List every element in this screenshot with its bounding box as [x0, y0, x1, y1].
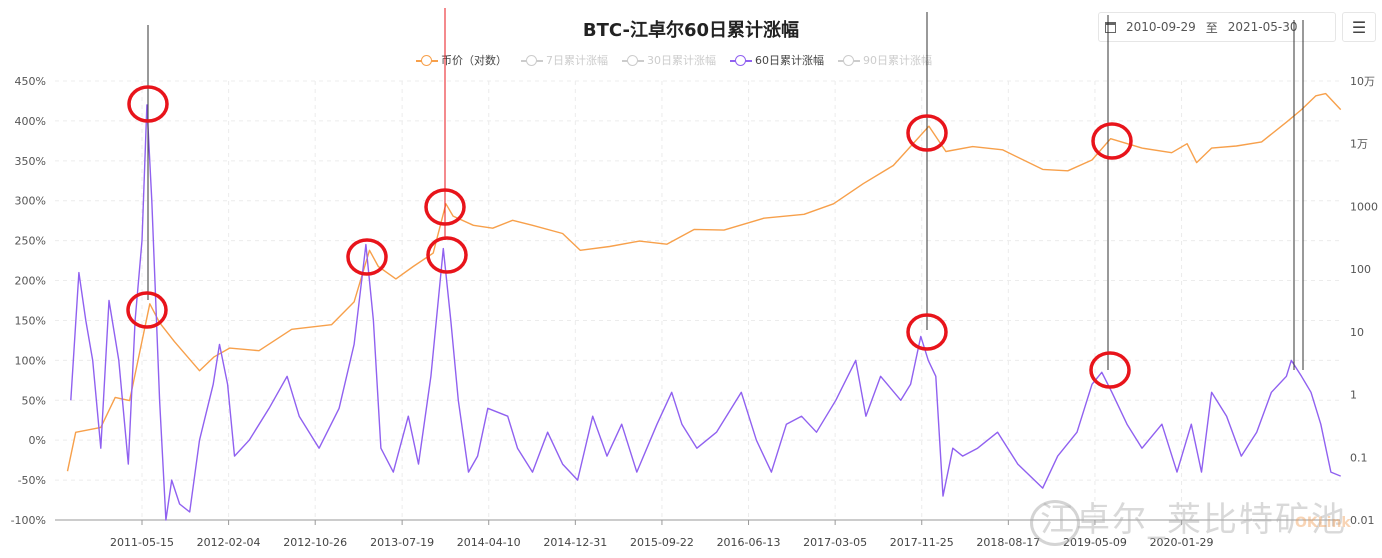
weibo-icon: [1030, 500, 1080, 546]
x-tick-label: 2012-10-26: [283, 536, 347, 549]
legend-marker-icon: [622, 54, 644, 66]
x-tick-label: 2019-05-09: [1063, 536, 1127, 549]
y-right-tick-label: 10: [1350, 326, 1364, 339]
chart-title: BTC-江卓尔60日累计涨幅: [582, 20, 800, 41]
y-right-tick-label: 0.01: [1350, 514, 1375, 527]
legend-item-60d[interactable]: 60日累计涨幅: [730, 52, 824, 68]
y-left-tick-label: -50%: [18, 474, 46, 487]
y-right-tick-label: 10万: [1350, 75, 1375, 88]
x-tick-label: 2017-11-25: [890, 536, 954, 549]
x-tick-label: 2014-04-10: [457, 536, 521, 549]
annotation-circle: [906, 313, 948, 351]
x-tick-label: 2013-07-19: [370, 536, 434, 549]
y-left-tick-label: 150%: [15, 314, 46, 327]
legend-marker-icon: [416, 54, 438, 66]
y-left-tick-label: 100%: [15, 354, 46, 367]
legend-label: 30日累计涨幅: [647, 54, 716, 67]
legend-item-price[interactable]: 币价（对数）: [416, 52, 507, 68]
legend-label: 币价（对数）: [441, 54, 507, 67]
y-left-tick-label: -100%: [11, 514, 46, 527]
y-right-tick-label: 0.1: [1350, 451, 1368, 464]
y-right-tick-label: 100: [1350, 263, 1371, 276]
legend-label: 90日累计涨幅: [863, 54, 932, 67]
legend-marker-icon: [521, 54, 543, 66]
annotation-circle: [426, 236, 468, 274]
legend-marker-icon: [730, 54, 752, 66]
x-tick-label: 2015-09-22: [630, 536, 694, 549]
x-tick-label: 2017-03-05: [803, 536, 867, 549]
price-line: [66, 92, 1342, 472]
legend: 币价（对数） 7日累计涨幅 30日累计涨幅 60日累计涨幅 90日累计涨幅: [416, 52, 932, 68]
x-tick-label: 2016-06-13: [717, 536, 781, 549]
x-tick-label: 2020-01-29: [1150, 536, 1214, 549]
legend-item-7d[interactable]: 7日累计涨幅: [521, 52, 608, 68]
y-right-tick-label: 1万: [1350, 138, 1368, 151]
y-left-tick-label: 200%: [15, 275, 46, 288]
y-left-tick-label: 350%: [15, 155, 46, 168]
return-60d-line: [70, 104, 1341, 521]
start-date[interactable]: 2010-09-29: [1126, 20, 1196, 34]
legend-label: 60日累计涨幅: [755, 54, 824, 67]
annotation-circle: [346, 238, 388, 276]
end-date[interactable]: 2021-05-30: [1227, 20, 1298, 34]
range-separator: 至: [1205, 20, 1218, 35]
y-left-tick-label: 250%: [15, 235, 46, 248]
annotation-circle: [127, 85, 169, 123]
y-left-tick-label: 50%: [22, 394, 46, 407]
menu-icon: ☰: [1351, 17, 1367, 37]
legend-item-30d[interactable]: 30日累计涨幅: [622, 52, 716, 68]
annotation-circle: [424, 188, 466, 226]
y-right-tick-label: 1: [1350, 389, 1357, 402]
calendar-icon: [1105, 21, 1116, 33]
legend-label: 7日累计涨幅: [546, 54, 608, 67]
menu-button[interactable]: ☰: [1342, 12, 1376, 42]
annotation-circle: [1089, 351, 1131, 389]
x-tick-label: 2012-02-04: [197, 536, 261, 549]
y-left-tick-label: 450%: [15, 75, 46, 88]
legend-marker-icon: [838, 54, 860, 66]
y-left-tick-label: 400%: [15, 115, 46, 128]
date-range-picker[interactable]: 2010-09-29 至 2021-05-30: [1098, 12, 1336, 42]
annotation-circle: [906, 114, 948, 152]
x-tick-label: 2014-12-31: [543, 536, 607, 549]
x-tick-label: 2018-08-17: [976, 536, 1040, 549]
legend-item-90d[interactable]: 90日累计涨幅: [838, 52, 932, 68]
annotation-circle: [126, 291, 168, 329]
y-right-tick-label: 1000: [1350, 200, 1378, 213]
y-left-tick-label: 0%: [29, 434, 46, 447]
watermark-text: 江卓尔_莱比特矿池: [1040, 500, 1347, 540]
annotation-circle: [1091, 122, 1133, 160]
x-tick-label: 2011-05-15: [110, 536, 174, 549]
y-left-tick-label: 300%: [15, 195, 46, 208]
oklink-watermark: OKLink: [1295, 515, 1351, 531]
